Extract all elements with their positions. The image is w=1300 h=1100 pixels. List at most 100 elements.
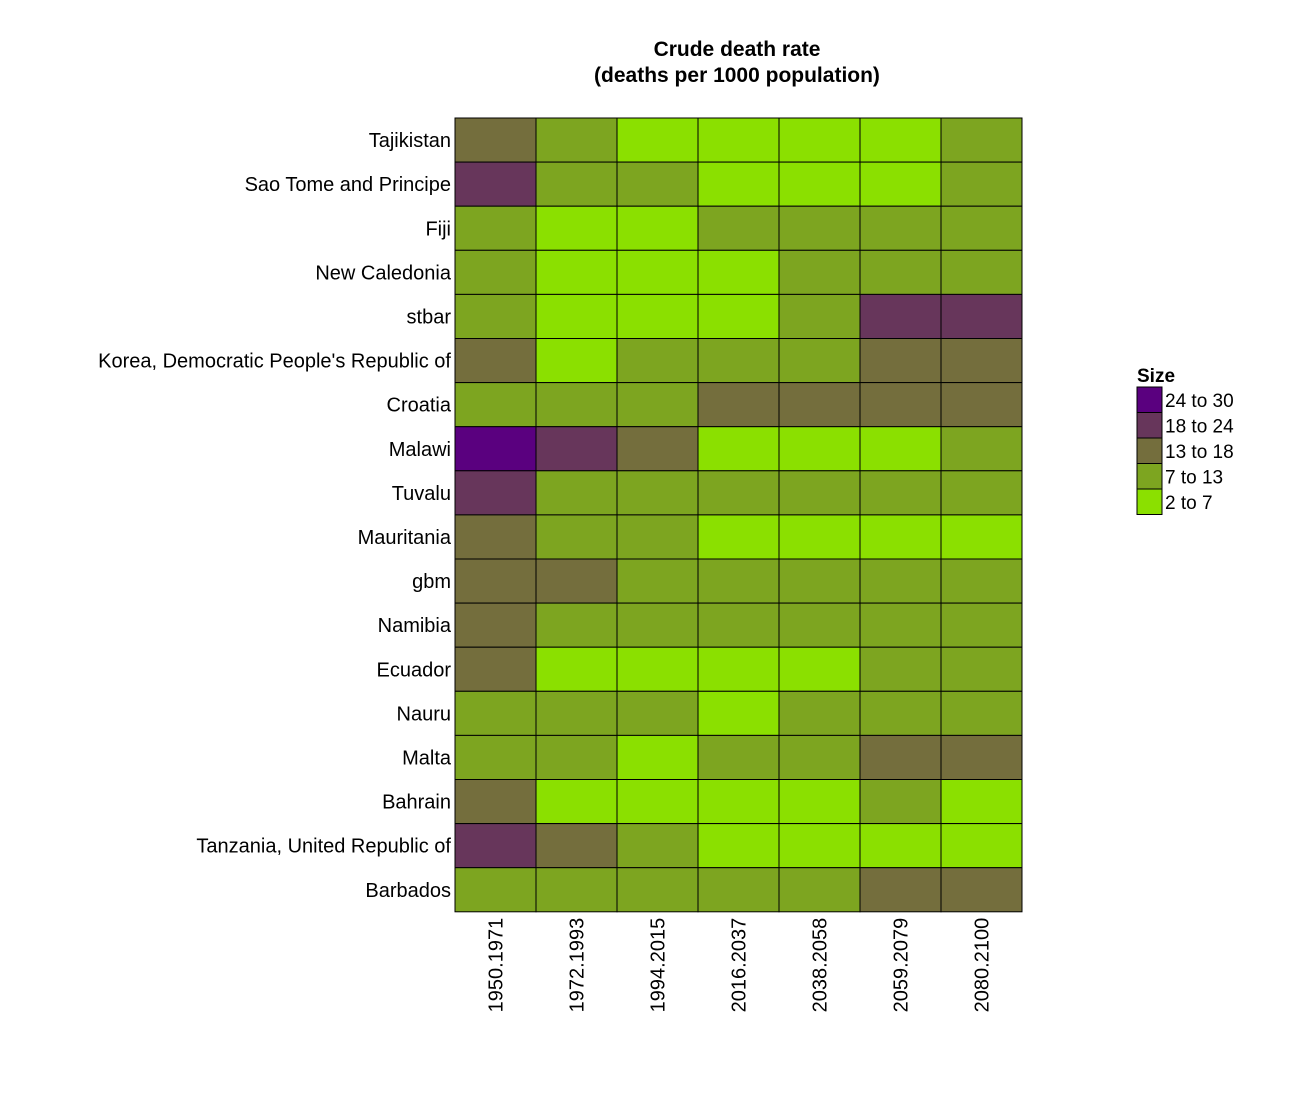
y-tick-label: Namibia	[378, 615, 452, 637]
heatmap-cell	[940, 779, 1023, 825]
heatmap-cell	[778, 690, 861, 736]
heatmap-cell	[940, 690, 1023, 736]
heatmap-cell	[778, 161, 861, 207]
y-tick-label: New Caledonia	[315, 262, 452, 284]
heatmap-cell	[535, 734, 618, 781]
y-tick-label: Bahrain	[382, 792, 451, 814]
heatmap-cell	[697, 514, 780, 560]
heatmap-cell	[697, 249, 780, 295]
heatmap-cell	[454, 338, 537, 384]
heatmap-cell	[940, 117, 1023, 163]
heatmap-cell	[454, 602, 537, 648]
heatmap-cell	[940, 161, 1023, 207]
heatmap-cell	[859, 514, 942, 560]
y-tick-label: Nauru	[397, 703, 451, 725]
heatmap-cell	[940, 646, 1023, 692]
heatmap-cell	[778, 823, 861, 869]
heatmap-cell	[859, 249, 942, 295]
heatmap-cell	[535, 690, 618, 736]
heatmap-cell	[859, 382, 942, 428]
heatmap-cell	[616, 426, 699, 472]
heatmap-cell	[778, 117, 861, 163]
heatmap-cell	[778, 205, 861, 251]
legend-label: 7 to 13	[1165, 467, 1223, 488]
y-tick-label: Tanzania, United Republic of	[196, 836, 451, 858]
x-tick-label: 2038.2058	[810, 918, 832, 1013]
heatmap-cell	[454, 205, 537, 251]
heatmap-cell	[859, 558, 942, 604]
x-tick-label: 2016.2037	[729, 918, 751, 1013]
heatmap-cell	[778, 779, 861, 825]
heatmap-cell	[535, 117, 618, 163]
heatmap-cell	[697, 382, 780, 428]
heatmap-cells	[454, 117, 1023, 913]
y-tick-label: Sao Tome and Principe	[245, 174, 451, 196]
heatmap-cell	[535, 823, 618, 869]
x-tick-label: 2059.2079	[891, 918, 913, 1013]
y-tick-label: Croatia	[387, 395, 452, 417]
heatmap-cell	[616, 338, 699, 384]
heatmap-cell	[535, 514, 618, 560]
heatmap-cell	[616, 514, 699, 560]
heatmap-cell	[454, 161, 537, 207]
chart-subtitle: (deaths per 1000 population)	[594, 64, 880, 87]
heatmap-cell	[454, 867, 537, 913]
legend-label: 24 to 30	[1165, 391, 1234, 412]
heatmap-cell	[535, 426, 618, 472]
heatmap-cell	[535, 646, 618, 692]
heatmap-cell	[697, 558, 780, 604]
heatmap-cell	[778, 646, 861, 692]
heatmap-cell	[778, 338, 861, 384]
legend-swatch	[1136, 386, 1163, 413]
heatmap-cell	[940, 867, 1023, 913]
heatmap-cell	[616, 734, 699, 781]
heatmap-cell	[616, 690, 699, 736]
heatmap-cell	[697, 117, 780, 163]
heatmap-cell	[940, 338, 1023, 384]
heatmap-cell	[778, 382, 861, 428]
heatmap-cell	[940, 205, 1023, 251]
legend-swatch	[1136, 463, 1163, 490]
heatmap-cell	[697, 293, 780, 339]
y-tick-label: Tuvalu	[392, 483, 451, 505]
x-tick-label: 1994.2015	[648, 918, 670, 1013]
heatmap-cell	[535, 602, 618, 648]
heatmap-cell	[454, 690, 537, 736]
heatmap-cell	[454, 823, 537, 869]
chart-title: Crude death rate	[654, 38, 821, 61]
heatmap-cell	[454, 470, 537, 516]
y-tick-label: stbar	[407, 306, 452, 328]
y-tick-label: Malawi	[389, 439, 451, 461]
heatmap-cell	[940, 382, 1023, 428]
heatmap-cell	[697, 470, 780, 516]
heatmap-cell	[859, 734, 942, 781]
heatmap-cell	[697, 690, 780, 736]
y-tick-label: Tajikistan	[369, 130, 451, 152]
legend-title: Size	[1137, 366, 1175, 387]
heatmap-cell	[535, 249, 618, 295]
x-axis-labels: 1950.1971 1972.1993 1994.2015 2016.2037 2038…	[486, 918, 994, 1013]
heatmap-cell	[535, 779, 618, 825]
heatmap-cell	[616, 382, 699, 428]
heatmap-cell	[778, 426, 861, 472]
heatmap-cell	[454, 558, 537, 604]
heatmap-cell	[454, 514, 537, 560]
y-tick-label: Barbados	[365, 880, 451, 902]
y-axis-labels: Tajikistan Sao Tome and Principe Fiji New C…	[98, 130, 452, 902]
legend-label: 13 to 18	[1165, 442, 1234, 463]
legend-label: 18 to 24	[1165, 416, 1234, 437]
heatmap-cell	[778, 867, 861, 913]
heatmap-cell	[535, 338, 618, 384]
y-tick-label: Mauritania	[358, 527, 452, 549]
heatmap-cell	[940, 514, 1023, 560]
heatmap-cell	[859, 646, 942, 692]
heatmap-cell	[454, 779, 537, 825]
heatmap-cell	[940, 734, 1023, 781]
heatmap-cell	[940, 249, 1023, 295]
heatmap-cell	[616, 602, 699, 648]
heatmap-cell	[940, 602, 1023, 648]
heatmap-cell	[535, 867, 618, 913]
heatmap-cell	[616, 249, 699, 295]
heatmap-cell	[535, 558, 618, 604]
heatmap-cell	[940, 823, 1023, 869]
